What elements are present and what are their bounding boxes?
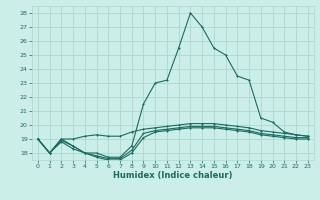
X-axis label: Humidex (Indice chaleur): Humidex (Indice chaleur) [113,171,233,180]
